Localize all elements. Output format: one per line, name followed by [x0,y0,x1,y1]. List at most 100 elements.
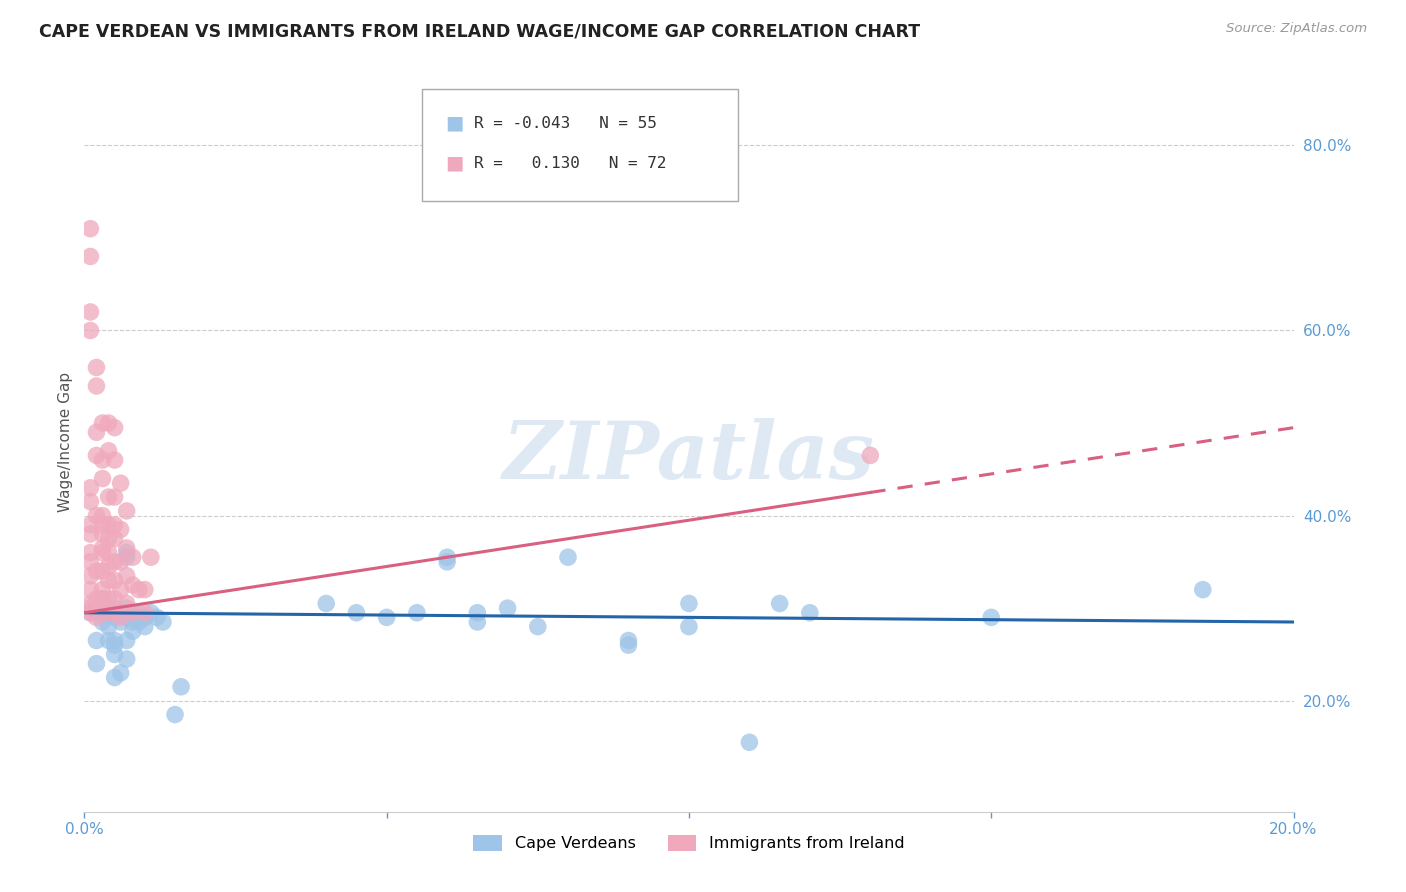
Point [91,541,114,555]
Point [91,564,114,578]
Point [121,624,143,639]
Point [97,574,120,588]
Point [86,508,108,523]
Point [128,606,150,620]
Point [97,443,120,458]
Point [86,449,108,463]
Point [769,597,792,611]
Point [121,606,143,620]
Point [79,555,101,569]
Point [97,633,120,648]
Point [104,532,127,546]
Point [115,610,138,624]
Point [91,508,114,523]
Point [170,680,193,694]
Point [91,453,114,467]
Point [79,517,101,532]
Text: ■: ■ [446,153,464,173]
Point [375,610,398,624]
Point [496,601,519,615]
Point [115,541,138,555]
Point [97,517,120,532]
Point [406,606,429,620]
Point [104,633,127,648]
Point [91,527,114,541]
Point [104,453,127,467]
Point [104,591,127,606]
Point [104,601,127,615]
Point [527,619,550,633]
Point [104,517,127,532]
Point [104,606,127,620]
Point [678,619,700,633]
Point [110,523,132,537]
Point [79,597,101,611]
Text: CAPE VERDEAN VS IMMIGRANTS FROM IRELAND WAGE/INCOME GAP CORRELATION CHART: CAPE VERDEAN VS IMMIGRANTS FROM IRELAND … [39,22,921,40]
Point [104,648,127,662]
Point [115,568,138,582]
Legend: Cape Verdeans, Immigrants from Ireland: Cape Verdeans, Immigrants from Ireland [465,827,912,859]
Point [91,517,114,532]
Point [315,597,337,611]
Point [79,250,101,264]
Point [165,707,187,722]
Point [86,360,108,375]
Point [79,494,101,508]
Point [436,555,458,569]
Point [110,606,132,620]
Point [859,449,882,463]
Point [115,652,138,666]
Point [97,606,120,620]
Point [97,591,120,606]
Point [467,606,489,620]
Point [79,582,101,597]
Point [79,324,101,338]
Point [91,591,114,606]
Point [86,564,108,578]
Point [134,606,156,620]
Point [104,574,127,588]
Point [436,550,458,565]
Point [86,591,108,606]
Point [146,610,169,624]
Point [110,555,132,569]
Point [97,546,120,560]
Point [79,601,101,615]
Point [91,582,114,597]
Point [79,221,101,235]
Point [134,582,156,597]
Point [91,601,114,615]
Point [115,550,138,565]
Point [97,559,120,574]
Point [97,532,120,546]
Point [91,615,114,629]
Point [104,420,127,434]
Point [79,568,101,582]
Point [110,615,132,629]
Point [97,416,120,430]
Text: ZIPatlas: ZIPatlas [503,417,875,495]
Text: R = -0.043   N = 55: R = -0.043 N = 55 [474,116,657,130]
Point [980,610,1002,624]
Point [678,597,700,611]
Point [346,606,368,620]
Point [79,305,101,319]
Point [617,638,640,652]
Text: ■: ■ [446,113,464,133]
Point [86,379,108,393]
Point [97,490,120,504]
Point [79,481,101,495]
Point [152,615,174,629]
Point [110,476,132,491]
Point [91,471,114,485]
Point [86,657,108,671]
Point [104,490,127,504]
Point [121,550,143,565]
Point [134,610,156,624]
Point [91,416,114,430]
Point [115,546,138,560]
Point [104,555,127,569]
Y-axis label: Wage/Income Gap: Wage/Income Gap [58,371,73,512]
Point [97,606,120,620]
Point [110,610,132,624]
